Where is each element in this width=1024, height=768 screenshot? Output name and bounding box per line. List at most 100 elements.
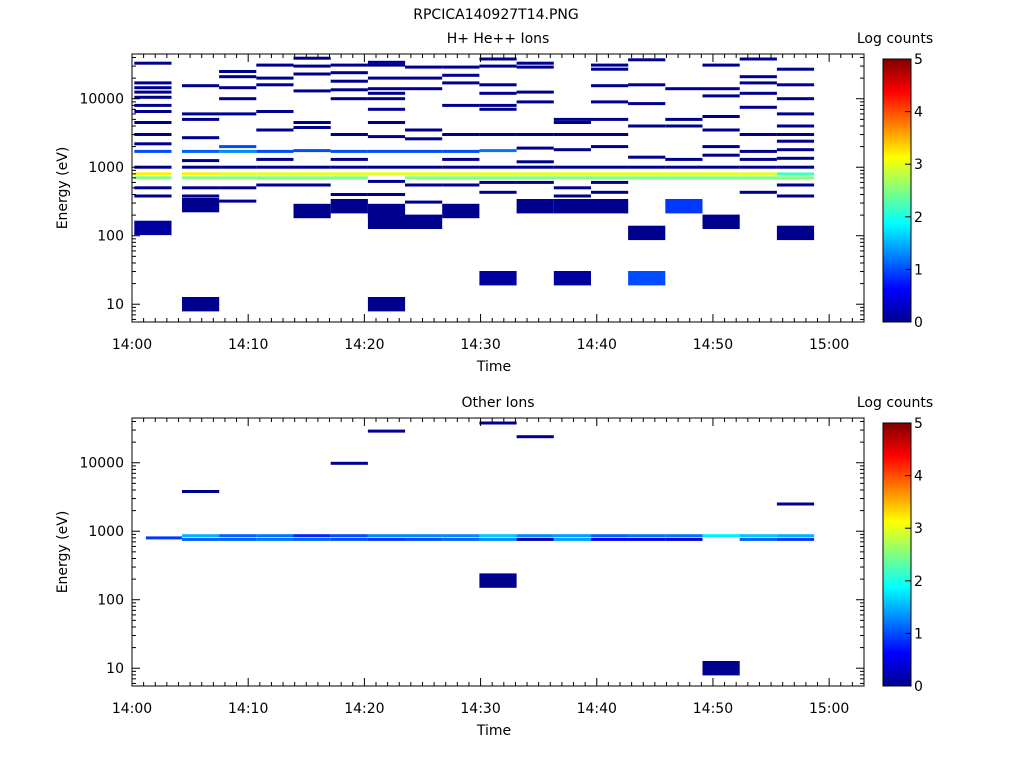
heatmap-cell: [256, 176, 294, 180]
heatmap-cell: [442, 176, 480, 180]
heatmap-cell: [256, 128, 294, 132]
y-tick-label: 10000: [79, 456, 124, 472]
panel-title: H+ He++ Ions: [447, 31, 550, 47]
heatmap-cell: [134, 176, 172, 180]
heatmap-cell: [553, 186, 591, 190]
colorbar-tick-label: 5: [914, 52, 923, 68]
heatmap-cell: [702, 115, 740, 118]
heatmap-cell: [739, 105, 777, 109]
heatmap-cell: [219, 199, 257, 203]
heatmap-cell: [591, 165, 629, 169]
heatmap-cell: [628, 58, 666, 62]
heatmap-cell: [256, 537, 294, 541]
heatmap-cell: [134, 110, 172, 113]
heatmap-cell: [293, 176, 331, 180]
heatmap-cell: [516, 90, 554, 94]
heatmap-cell: [219, 86, 257, 90]
x-tick-label: 14:50: [693, 701, 733, 717]
heatmap-cell: [442, 65, 480, 69]
heatmap-cell: [256, 183, 294, 187]
colorbar-tick-label: 3: [914, 521, 923, 537]
heatmap-cell: [516, 133, 554, 136]
heatmap-cell: [293, 183, 331, 187]
heatmap-cell: [442, 203, 480, 219]
heatmap-cell: [665, 537, 703, 541]
heatmap-cell: [442, 172, 480, 176]
heatmap-cell: [702, 172, 740, 176]
heatmap-cell: [479, 165, 517, 169]
y-tick-label: 10: [106, 661, 124, 677]
heatmap-cell: [479, 133, 517, 136]
heatmap-cell: [479, 190, 517, 194]
heatmap-cell: [293, 165, 331, 169]
heatmap-cell: [553, 165, 591, 169]
heatmap-cell: [330, 79, 368, 83]
plot-frame: [131, 417, 865, 687]
heatmap-cell: [553, 534, 591, 538]
figure-title: RPCICA140927T14.PNG: [413, 7, 578, 23]
heatmap-cell: [591, 63, 629, 67]
heatmap-cells: [134, 56, 815, 312]
heatmap-cell: [665, 157, 703, 161]
heatmap-cell: [367, 537, 406, 541]
colorbar-tick-label: 0: [914, 679, 923, 695]
heatmap-cell: [219, 97, 257, 101]
heatmap-cell: [134, 165, 172, 169]
heatmap-cell: [479, 91, 517, 95]
heatmap-cell: [330, 157, 368, 161]
heatmap-cell: [702, 128, 740, 132]
heatmap-cell: [219, 149, 257, 153]
heatmap-cell: [702, 145, 740, 149]
heatmap-cell: [628, 165, 666, 169]
heatmap-cell: [479, 421, 517, 425]
heatmap-cell: [293, 72, 331, 76]
heatmap-cell: [553, 148, 591, 152]
heatmap-cell: [367, 179, 406, 183]
heatmap-cell: [591, 176, 629, 180]
heatmap-cell: [516, 534, 554, 538]
heatmap-cell: [628, 102, 666, 106]
heatmap-cell: [516, 172, 554, 176]
x-tick-label: 14:30: [460, 701, 500, 717]
heatmap-cell: [367, 214, 406, 229]
heatmap-cell: [516, 537, 554, 541]
heatmap-cell: [405, 76, 443, 80]
heatmap-cell: [330, 63, 368, 67]
heatmap-cell: [442, 165, 480, 169]
heatmap-cell: [293, 149, 331, 153]
heatmap-cell: [405, 149, 443, 153]
heatmap-cell: [134, 103, 172, 107]
colorbar: Log counts 0 1 2 3 4 5: [857, 31, 933, 331]
heatmap-cell: [293, 203, 331, 219]
heatmap-cell: [591, 199, 629, 214]
heatmap-cell: [182, 297, 220, 312]
heatmap-cell: [479, 172, 517, 176]
heatmap-cell: [182, 194, 220, 198]
heatmap-cell: [479, 103, 517, 107]
heatmap-cell: [628, 155, 666, 159]
heatmap-cell: [776, 133, 815, 136]
heatmap-cell: [516, 100, 554, 104]
colorbar-label: Log counts: [857, 31, 933, 47]
heatmap-cell: [479, 534, 517, 538]
heatmap-cell: [553, 537, 591, 541]
heatmap-cell: [591, 534, 629, 538]
heatmap-cell: [776, 148, 815, 152]
x-tick-label: 14:50: [693, 337, 733, 353]
y-tick-label: 100: [97, 229, 124, 245]
heatmap-cell: [256, 110, 294, 113]
heatmap-cell: [479, 271, 517, 286]
heatmap-cell: [553, 172, 591, 176]
heatmap-cell: [367, 91, 406, 95]
heatmap-cell: [405, 183, 443, 187]
heatmap-cell: [367, 193, 406, 196]
x-tick-label: 14:00: [112, 701, 152, 717]
y-tick-label: 100: [97, 593, 124, 609]
x-tick-label: 14:00: [112, 337, 152, 353]
heatmap-cell: [628, 176, 666, 180]
heatmap-cell: [367, 107, 406, 111]
y-tick-label: 1000: [88, 524, 124, 540]
heatmap-cell: [330, 199, 368, 214]
heatmap-cell: [134, 186, 172, 190]
